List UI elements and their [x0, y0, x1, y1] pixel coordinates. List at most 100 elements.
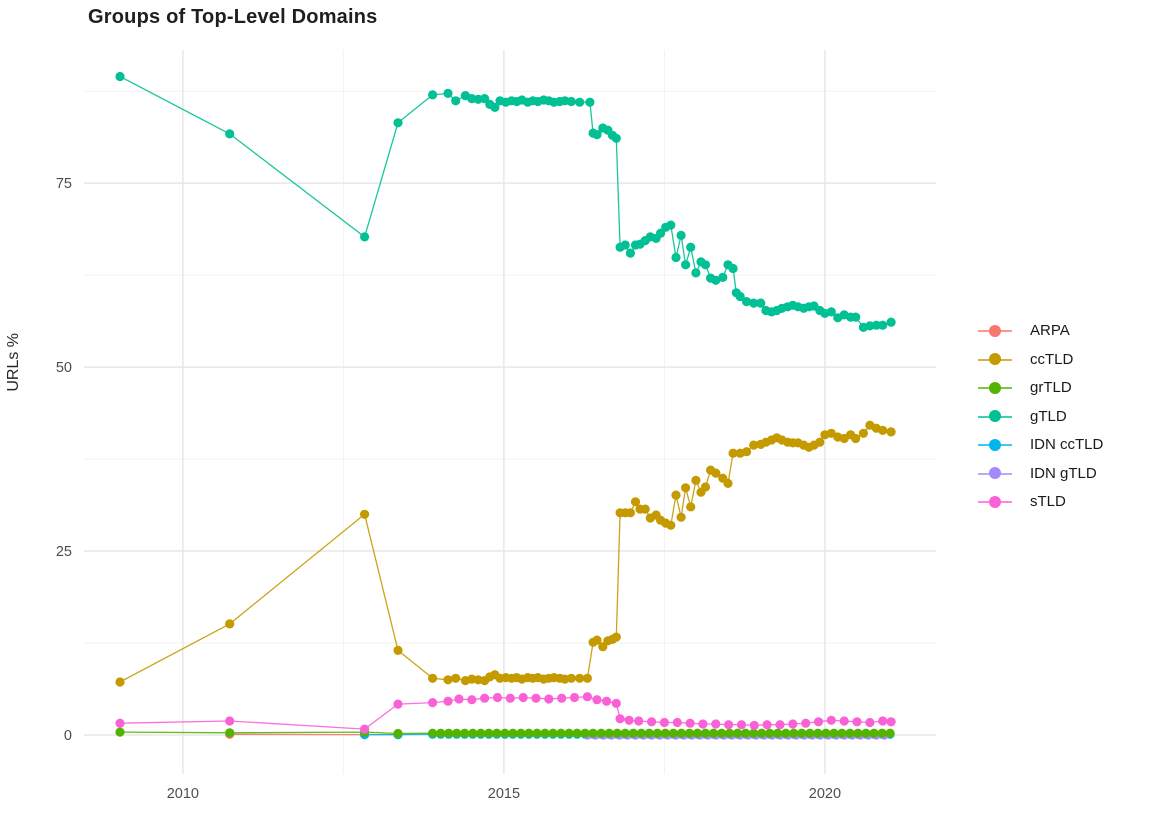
- data-point: [736, 720, 747, 730]
- data-point: [749, 728, 759, 738]
- data-point: [886, 427, 896, 437]
- data-point: [115, 718, 125, 728]
- legend-item-ARPA: ARPA: [978, 320, 1103, 341]
- data-point: [505, 693, 515, 703]
- data-point: [548, 728, 558, 738]
- data-point: [691, 475, 701, 485]
- data-point: [711, 719, 721, 729]
- data-point: [878, 716, 888, 726]
- data-point: [652, 728, 663, 738]
- data-point: [480, 693, 490, 703]
- data-point: [659, 717, 670, 728]
- data-point: [821, 728, 831, 738]
- data-point: [781, 728, 791, 738]
- data-point: [711, 468, 721, 478]
- data-point: [611, 698, 621, 709]
- data-point: [575, 673, 585, 683]
- data-point: [805, 728, 815, 738]
- data-point: [871, 320, 881, 330]
- data-point: [428, 728, 438, 738]
- data-point: [592, 130, 602, 140]
- data-point: [569, 692, 580, 703]
- data-point: [851, 433, 861, 444]
- data-point: [762, 720, 772, 730]
- data-point: [225, 619, 235, 629]
- data-point: [644, 728, 654, 738]
- data-point: [797, 728, 807, 738]
- data-point: [393, 645, 403, 656]
- data-point: [115, 71, 125, 82]
- data-point: [564, 728, 574, 738]
- data-point: [837, 728, 847, 738]
- data-point: [611, 133, 621, 143]
- data-point: [711, 275, 721, 285]
- legend-label: IDN ccTLD: [1030, 436, 1104, 453]
- legend-key-icon: [978, 434, 1012, 455]
- data-point: [735, 291, 745, 302]
- data-point: [393, 699, 403, 709]
- data-point: [452, 728, 462, 738]
- data-point: [886, 717, 896, 727]
- data-point: [865, 717, 875, 728]
- legend-key-icon: [978, 349, 1012, 370]
- data-point: [717, 728, 727, 738]
- data-point: [686, 242, 696, 252]
- data-point: [660, 728, 671, 738]
- data-point: [666, 220, 676, 230]
- data-point: [580, 728, 590, 738]
- data-point: [628, 728, 638, 738]
- data-point: [676, 230, 686, 240]
- data-point: [671, 252, 681, 263]
- data-point: [225, 129, 235, 139]
- data-point: [686, 502, 696, 512]
- data-point: [742, 297, 752, 307]
- series-sTLD: [115, 692, 896, 734]
- data-point: [556, 728, 566, 738]
- data-point: [829, 728, 839, 738]
- data-point: [572, 728, 582, 738]
- data-point: [602, 696, 612, 706]
- data-point: [566, 673, 576, 683]
- gridlines: [84, 50, 936, 774]
- data-point: [724, 720, 734, 730]
- legend-item-sTLD: sTLD: [978, 491, 1103, 512]
- data-point: [436, 728, 446, 738]
- data-point: [839, 716, 849, 726]
- data-point: [815, 437, 825, 447]
- legend-item-ccTLD: ccTLD: [978, 349, 1103, 370]
- legend-label: ccTLD: [1030, 350, 1074, 368]
- chart-title: Groups of Top-Level Domains: [88, 6, 378, 28]
- data-point: [360, 232, 370, 242]
- data-point: [636, 728, 646, 738]
- data-point: [428, 673, 438, 683]
- data-point: [532, 728, 542, 738]
- data-point: [566, 96, 576, 107]
- x-tick-label: 2010: [167, 786, 199, 802]
- legend-key-icon: [978, 463, 1012, 484]
- legend-item-gTLD: gTLD: [978, 406, 1103, 427]
- y-tick-label: 0: [64, 728, 72, 744]
- data-point: [668, 728, 679, 738]
- data-point: [886, 317, 896, 327]
- data-point: [749, 298, 759, 308]
- data-point: [852, 717, 862, 727]
- data-point: [671, 490, 681, 500]
- data-point: [733, 728, 743, 738]
- series-grTLD: [115, 727, 895, 739]
- data-point: [845, 728, 855, 738]
- data-point: [592, 635, 602, 645]
- data-point: [685, 718, 695, 728]
- series-ccTLD: [115, 420, 896, 687]
- data-point: [878, 320, 888, 330]
- data-point: [508, 728, 518, 738]
- x-tick-label: 2020: [809, 786, 841, 802]
- data-point: [676, 728, 687, 738]
- data-point: [611, 632, 621, 642]
- data-point: [625, 248, 636, 258]
- data-point: [615, 714, 625, 724]
- data-point: [115, 727, 125, 737]
- data-point: [672, 717, 682, 728]
- data-point: [225, 716, 235, 726]
- data-point: [624, 715, 634, 725]
